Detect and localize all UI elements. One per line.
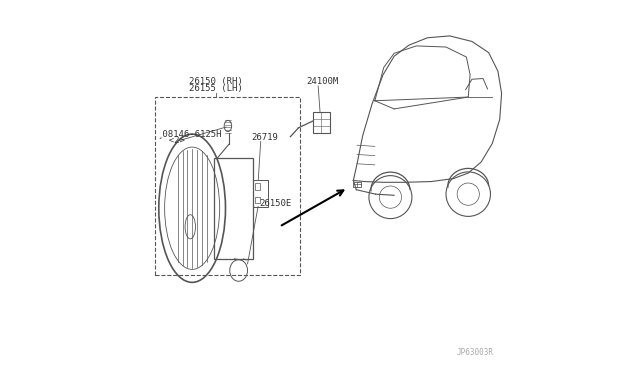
Bar xyxy=(155,97,300,275)
Bar xyxy=(255,183,260,190)
Bar xyxy=(353,182,361,187)
Bar xyxy=(214,158,253,259)
Bar xyxy=(253,180,268,207)
Bar xyxy=(255,197,260,203)
Text: 26150 (RH): 26150 (RH) xyxy=(189,77,243,86)
Text: JP63003R: JP63003R xyxy=(457,347,494,357)
Ellipse shape xyxy=(224,121,232,132)
Text: 26150E: 26150E xyxy=(259,199,291,208)
Text: 26719: 26719 xyxy=(252,133,278,142)
Text: 26155 (LH): 26155 (LH) xyxy=(189,84,243,93)
Text: 24100M: 24100M xyxy=(306,77,338,86)
Bar xyxy=(312,112,330,133)
Text: <2>: <2> xyxy=(157,137,184,145)
Text: ¸08146-6125H: ¸08146-6125H xyxy=(157,129,222,138)
